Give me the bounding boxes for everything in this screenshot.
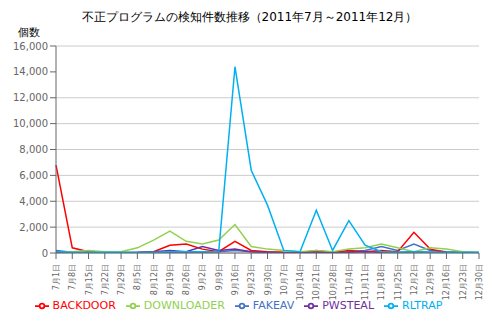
svg-text:11月11日: 11月11日 [361, 264, 370, 300]
svg-text:7月29日: 7月29日 [117, 264, 126, 295]
svg-text:10月7日: 10月7日 [280, 264, 289, 295]
svg-text:10,000: 10,000 [13, 118, 48, 129]
svg-text:10月21日: 10月21日 [312, 264, 321, 300]
svg-text:7月15日: 7月15日 [85, 264, 94, 295]
svg-text:12,000: 12,000 [13, 92, 48, 103]
svg-text:9月16日: 9月16日 [231, 264, 240, 295]
svg-text:7月8日: 7月8日 [68, 264, 77, 290]
svg-text:10月28日: 10月28日 [329, 264, 338, 300]
svg-text:9月2日: 9月2日 [198, 264, 207, 290]
svg-text:4,000: 4,000 [19, 196, 48, 207]
svg-text:11月18日: 11月18日 [377, 264, 386, 300]
html-text:BACKDOOR: BACKDOOR [52, 299, 116, 312]
svg-text:12月9日: 12月9日 [426, 264, 435, 295]
svg-text:8月5日: 8月5日 [133, 264, 142, 290]
svg-text:9月23日: 9月23日 [247, 264, 256, 295]
svg-text:9月9日: 9月9日 [215, 264, 224, 290]
html-text:RLTRAP: RLTRAP [402, 299, 443, 312]
svg-text:8月12日: 8月12日 [150, 264, 159, 295]
html-text:FAKEAV: FAKEAV [252, 299, 295, 312]
svg-text:8,000: 8,000 [19, 144, 48, 155]
svg-text:7月22日: 7月22日 [101, 264, 110, 295]
svg-text:7月1日: 7月1日 [52, 264, 61, 290]
svg-text:12月16日: 12月16日 [442, 264, 451, 300]
html-text:PWSTEAL: PWSTEAL [322, 299, 374, 312]
svg-text:2,000: 2,000 [19, 222, 48, 233]
svg-text:11月4日: 11月4日 [345, 264, 354, 295]
svg-text:16,000: 16,000 [13, 41, 48, 52]
svg-text:8月19日: 8月19日 [166, 264, 175, 295]
html-text:DOWNLOADER: DOWNLOADER [143, 299, 225, 312]
svg-text:10月14日: 10月14日 [296, 264, 305, 300]
svg-text:0: 0 [42, 248, 48, 259]
svg-text:12月23日: 12月23日 [459, 264, 468, 300]
svg-text:6,000: 6,000 [19, 170, 48, 181]
html-text:不正プログラムの検知件数推移（2011年7月～2011年12: 不正プログラムの検知件数推移（2011年7月～2011年12月） [81, 10, 418, 24]
html-text:個数: 個数 [18, 26, 40, 39]
svg-text:14,000: 14,000 [13, 66, 48, 77]
svg-text:8月26日: 8月26日 [182, 264, 191, 295]
svg-text:9月30日: 9月30日 [264, 264, 273, 295]
svg-text:12月2日: 12月2日 [410, 264, 419, 295]
svg-text:12月30日: 12月30日 [475, 264, 484, 300]
svg-text:11月25日: 11月25日 [394, 264, 403, 300]
